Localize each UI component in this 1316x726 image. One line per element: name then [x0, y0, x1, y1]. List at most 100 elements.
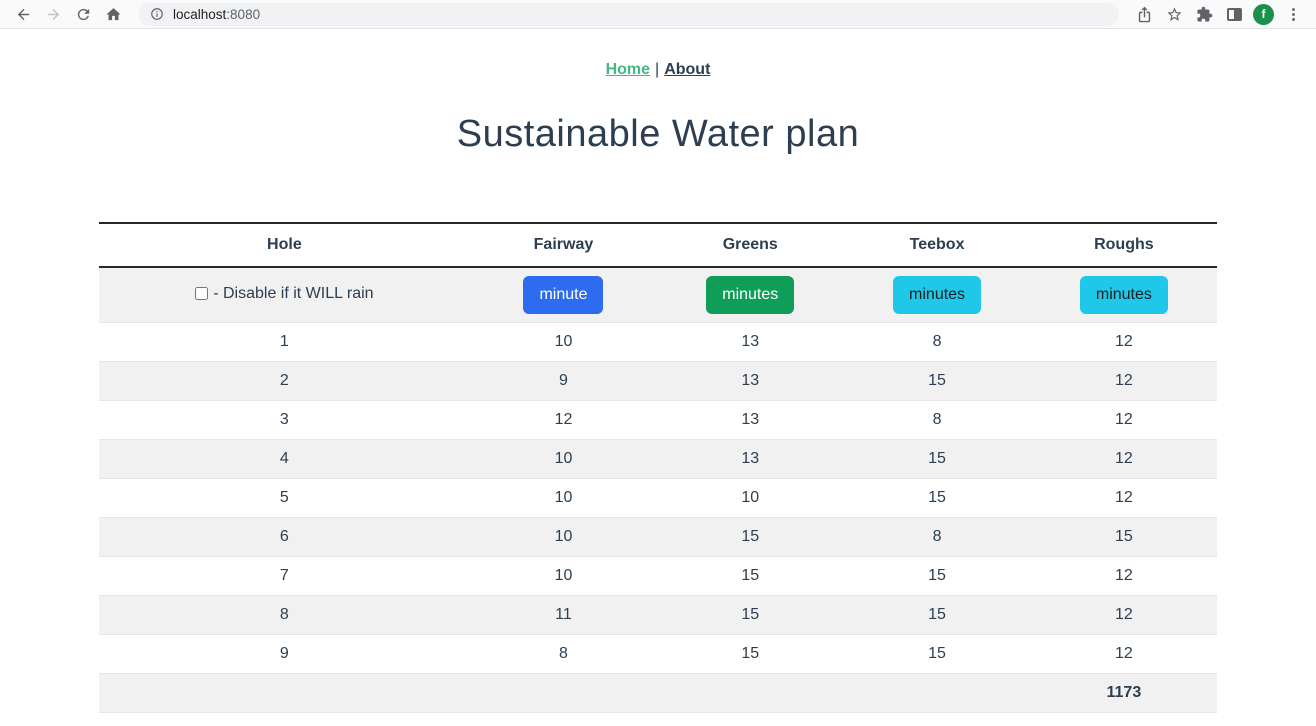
share-button[interactable] [1131, 1, 1157, 27]
col-header-greens: Greens [722, 236, 778, 253]
rain-disable-label: - Disable if it WILL rain [213, 284, 374, 302]
table-cell: 4 [279, 450, 289, 467]
side-panel-icon [1226, 7, 1242, 21]
table-row: 8 11 15 15 12 [98, 595, 1218, 635]
side-panel-button[interactable] [1221, 1, 1247, 27]
table-cell: 3 [279, 411, 289, 428]
col-header-hole: Hole [267, 236, 302, 253]
table-row: 3 12 13 8 12 [98, 401, 1218, 440]
total-cell [99, 674, 470, 713]
share-icon [1138, 6, 1150, 22]
fairway-minute-button[interactable]: minute [523, 276, 604, 314]
total-cell-roughs: 1173 [1106, 684, 1142, 701]
table-cell: 15 [741, 606, 760, 623]
table-cell: 15 [1114, 528, 1133, 545]
table-cell: 10 [741, 489, 760, 506]
kebab-menu-icon [1291, 7, 1295, 21]
col-header-teebox: Teebox [909, 236, 965, 253]
table-cell: 9 [279, 645, 289, 662]
water-plan-table: Hole Fairway Greens Teebox Roughs - Disa… [98, 222, 1218, 713]
table-cell: 2 [279, 372, 289, 389]
total-cell [470, 674, 657, 713]
table-cell: 5 [279, 489, 289, 506]
url-text[interactable]: localhost:8080 [173, 6, 261, 22]
profile-avatar[interactable]: f [1253, 3, 1274, 25]
table-row: 4 10 13 15 12 [98, 439, 1218, 479]
table-cell: 8 [559, 645, 568, 662]
forward-button[interactable] [40, 1, 66, 27]
table-row: 2 9 13 15 12 [98, 361, 1218, 401]
bookmark-button[interactable] [1161, 1, 1187, 27]
site-nav: Home | About [0, 61, 1316, 79]
site-info-icon[interactable] [150, 7, 164, 21]
table-cell: 13 [741, 333, 760, 350]
table-cell: 11 [555, 606, 572, 623]
table-cell: 10 [554, 489, 573, 506]
table-cell: 6 [279, 528, 289, 545]
table-cell: 1 [279, 333, 289, 350]
extensions-button[interactable] [1191, 1, 1217, 27]
controls-row: - Disable if it WILL rain minute minutes… [98, 267, 1218, 323]
table-cell: 8 [932, 333, 942, 350]
table-cell: 15 [741, 645, 760, 662]
total-cell [844, 674, 1031, 713]
table-cell: 12 [1114, 450, 1133, 467]
table-cell: 10 [554, 333, 573, 350]
table-cell: 15 [928, 606, 946, 623]
col-header-fairway: Fairway [533, 236, 594, 253]
total-cell [657, 674, 844, 713]
table-row: 9 8 15 15 12 [98, 635, 1218, 674]
table-cell: 10 [554, 528, 573, 545]
table-cell: 15 [928, 372, 946, 389]
table-row: 5 10 10 15 12 [98, 479, 1218, 518]
puzzle-icon [1196, 6, 1212, 22]
table-cell: 12 [1114, 567, 1133, 584]
table-body: - Disable if it WILL rain minute minutes… [98, 267, 1218, 713]
table-cell: 12 [1114, 333, 1133, 350]
table-cell: 9 [559, 372, 568, 389]
reload-icon [77, 8, 89, 20]
totals-row: 1173 [98, 673, 1218, 713]
rain-disable-checkbox[interactable] [195, 287, 209, 301]
browser-menu-button[interactable] [1280, 1, 1306, 27]
table-cell: 12 [554, 411, 573, 428]
back-button[interactable] [10, 1, 36, 27]
nav-separator: | [655, 61, 660, 78]
table-cell: 8 [932, 411, 942, 428]
table-cell: 12 [1114, 606, 1133, 623]
table-cell: 15 [928, 645, 946, 662]
browser-toolbar: localhost:8080 f [0, 0, 1316, 29]
back-icon [17, 8, 29, 20]
table-cell: 15 [928, 450, 946, 467]
nav-link-home[interactable]: Home [605, 61, 651, 78]
nav-link-about[interactable]: About [664, 61, 711, 78]
teebox-minutes-button[interactable]: minutes [893, 276, 982, 314]
table-row: 1 10 13 8 12 [98, 323, 1218, 362]
table-header-row: Hole Fairway Greens Teebox Roughs [98, 223, 1218, 267]
table-cell: 12 [1114, 411, 1133, 428]
forward-icon [47, 8, 59, 20]
page-content: Home | About Sustainable Water plan Hole F… [0, 29, 1316, 713]
greens-minutes-button[interactable]: minutes [706, 276, 795, 314]
table-cell: 13 [741, 450, 760, 467]
table-row: 7 10 15 15 12 [98, 557, 1218, 596]
table-cell: 12 [1114, 645, 1133, 662]
col-header-roughs: Roughs [1094, 236, 1154, 253]
table-cell: 15 [928, 567, 946, 584]
roughs-minutes-button[interactable]: minutes [1079, 276, 1168, 314]
table-cell: 12 [1114, 372, 1133, 389]
table-cell: 15 [928, 489, 946, 506]
home-button[interactable] [100, 1, 126, 27]
home-icon [105, 7, 121, 20]
table-cell: 8 [279, 606, 289, 623]
table-cell: 13 [741, 411, 760, 428]
table-cell: 7 [279, 567, 289, 584]
reload-button[interactable] [70, 1, 96, 27]
star-icon [1166, 6, 1182, 21]
page-title: Sustainable Water plan [456, 113, 860, 155]
table-cell: 12 [1114, 489, 1133, 506]
table-cell: 15 [741, 528, 760, 545]
address-bar[interactable]: localhost:8080 [138, 2, 1119, 26]
table-cell: 10 [554, 567, 573, 584]
table-cell: 10 [554, 450, 573, 467]
